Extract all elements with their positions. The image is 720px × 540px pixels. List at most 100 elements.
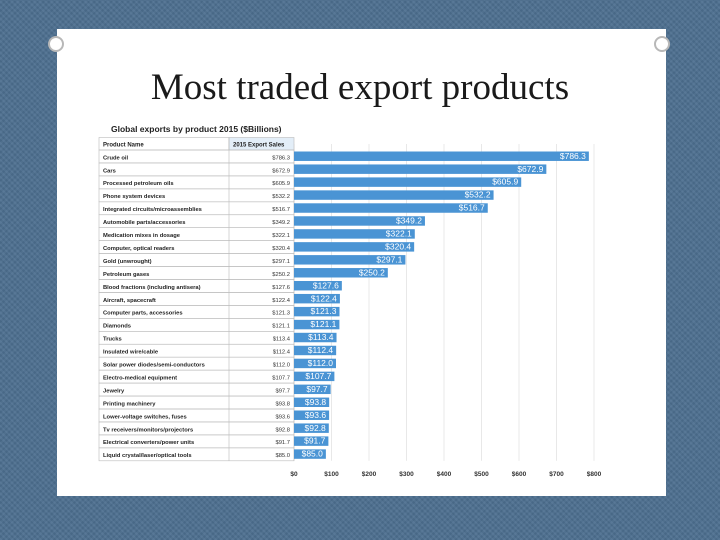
bar — [294, 332, 337, 343]
export-value: $121.3 — [272, 311, 290, 317]
bar — [294, 164, 547, 174]
product-name: Jewelry — [103, 388, 125, 394]
bar-label: $605.9 — [492, 177, 518, 187]
product-name: Diamonds — [103, 324, 131, 330]
x-tick-label: $100 — [324, 471, 339, 478]
bar — [294, 319, 340, 330]
export-value: $672.9 — [272, 168, 290, 174]
product-name: Phone system devices — [103, 194, 165, 200]
product-name: Blood fractions (including antisera) — [103, 285, 201, 291]
product-name: Liquid crystal/laser/optical tools — [103, 453, 192, 459]
product-name: Processed petroleum oils — [103, 181, 174, 187]
bar-label: $93.6 — [305, 410, 327, 420]
export-value: $322.1 — [272, 233, 290, 239]
bar — [294, 190, 494, 200]
bar — [294, 229, 415, 239]
export-value: $349.2 — [272, 220, 290, 226]
product-name: Printing machinery — [103, 401, 156, 407]
product-name: Trucks — [103, 337, 122, 343]
product-name: Insulated wire/cable — [103, 350, 159, 356]
bar-label: $786.3 — [560, 151, 586, 161]
bar-label: $121.3 — [310, 306, 336, 316]
bar-label: $91.7 — [304, 436, 326, 446]
x-tick-label: $200 — [362, 471, 377, 478]
bar-label: $127.6 — [313, 280, 339, 290]
export-value: $532.2 — [272, 194, 290, 200]
bar — [294, 358, 336, 369]
product-name: Electro-medical equipment — [103, 375, 177, 381]
export-value: $93.8 — [275, 401, 290, 407]
bar — [294, 423, 329, 433]
bar — [294, 255, 406, 265]
bar — [294, 216, 425, 226]
export-value: $97.7 — [275, 388, 290, 394]
bar-label: $672.9 — [517, 164, 543, 174]
bar — [294, 384, 331, 395]
bar-label: $92.8 — [305, 423, 327, 433]
bar-label: $532.2 — [465, 190, 491, 200]
bar — [294, 281, 342, 291]
bar — [294, 371, 335, 382]
x-tick-label: $500 — [474, 471, 489, 478]
export-value: $91.7 — [275, 440, 290, 446]
bar-label: $349.2 — [396, 216, 422, 226]
bar — [294, 436, 329, 446]
export-value: $107.7 — [272, 375, 290, 381]
product-name: Integrated circuits/microassemblies — [103, 207, 202, 213]
product-name: Crude oil — [103, 155, 129, 161]
export-value: $113.4 — [273, 337, 291, 343]
bar — [294, 410, 330, 420]
bar-label: $112.0 — [308, 358, 334, 368]
bar — [294, 151, 589, 161]
product-name: Solar power diodes/semi-conductors — [103, 363, 205, 369]
bar-label: $107.7 — [305, 371, 331, 381]
export-value: $121.1 — [272, 324, 290, 330]
product-name: Automobile parts/accessories — [103, 220, 185, 226]
pin-left-icon — [48, 36, 64, 52]
export-value: $112.0 — [273, 363, 290, 369]
chart-title: Global exports by product 2015 ($Billion… — [111, 124, 282, 134]
bar — [294, 242, 415, 252]
product-name: Petroleum gases — [103, 272, 149, 278]
bar — [294, 449, 326, 459]
bar-label: $93.8 — [305, 397, 327, 407]
product-name: Aircraft, spacecraft — [103, 298, 156, 304]
export-value: $93.6 — [275, 414, 290, 420]
export-value: $250.2 — [272, 272, 290, 278]
product-name: Cars — [103, 168, 116, 174]
bar-label: $250.2 — [359, 267, 385, 277]
bar-label: $297.1 — [376, 254, 402, 264]
product-name: Electrical converters/power units — [103, 440, 194, 446]
table-row — [98, 162, 295, 177]
export-value: $786.3 — [272, 155, 290, 161]
export-value: $127.6 — [272, 285, 290, 291]
bar — [294, 203, 488, 213]
bar-label: $113.4 — [308, 332, 334, 342]
slide-title: Most traded export products — [150, 67, 570, 108]
x-tick-label: $400 — [437, 471, 452, 478]
bar-label: $121.1 — [310, 319, 336, 329]
bar-label: $122.4 — [311, 293, 337, 303]
table-row — [98, 330, 295, 345]
bar — [294, 268, 388, 278]
product-name: Computer parts, accessories — [103, 311, 183, 317]
export-value: $112.4 — [273, 350, 291, 356]
table-header-sales: 2015 Export Sales — [233, 143, 285, 149]
export-value: $85.0 — [275, 453, 290, 459]
bar — [294, 306, 340, 317]
table-header-product: Product Name — [103, 143, 144, 149]
product-name: Tv receivers/monitors/projectors — [103, 427, 193, 433]
table-row — [98, 149, 295, 164]
bar — [294, 397, 330, 407]
export-value: $297.1 — [272, 259, 290, 265]
x-tick-label: $600 — [512, 471, 527, 478]
x-tick-label: $0 — [290, 471, 298, 478]
product-name: Lower-voltage switches, fuses — [103, 414, 187, 420]
export-value: $605.9 — [272, 181, 290, 187]
export-value: $122.4 — [272, 298, 291, 304]
x-tick-label: $700 — [549, 471, 564, 478]
bar-label: $322.1 — [386, 229, 412, 239]
bar — [294, 345, 337, 356]
export-value: $320.4 — [272, 246, 291, 252]
